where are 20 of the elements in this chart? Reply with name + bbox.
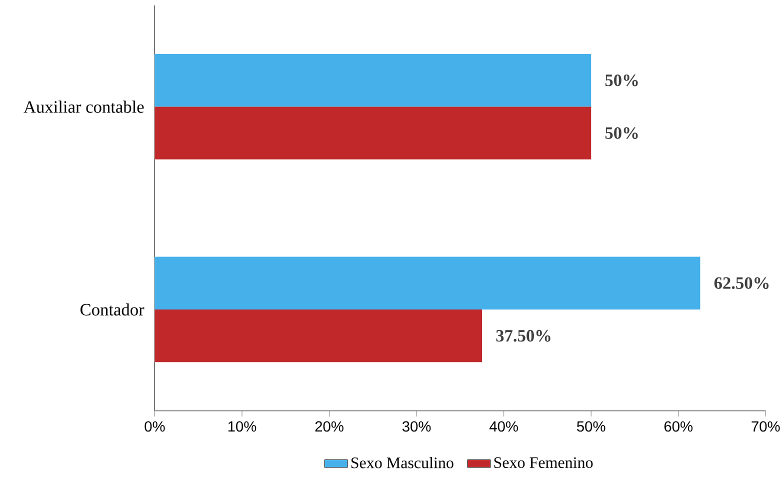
data-label: 62.50% [714,277,769,290]
bar [154,256,700,310]
y-tick-label: Auxiliar contable [24,100,144,114]
data-label: 37.50% [496,330,550,342]
legend-label: Sexo Femenino [494,457,593,468]
x-tick-label: 40% [489,421,518,432]
x-tick-label: 60% [664,421,693,432]
y-tick-label: Contador [80,304,144,316]
bar [154,54,592,107]
x-tick-label: 50% [577,421,606,432]
x-tick-label: 20% [315,421,344,432]
legend-label: Sexo Masculino [351,457,454,468]
bar [154,106,592,160]
x-tick-label: 70% [752,421,780,432]
x-tick-label: 10% [228,421,256,432]
data-label: 50% [605,127,638,140]
bar [154,310,482,362]
x-tick-label: 0% [144,421,165,432]
x-tick-label: 30% [402,421,431,432]
data-label: 50% [605,74,638,86]
